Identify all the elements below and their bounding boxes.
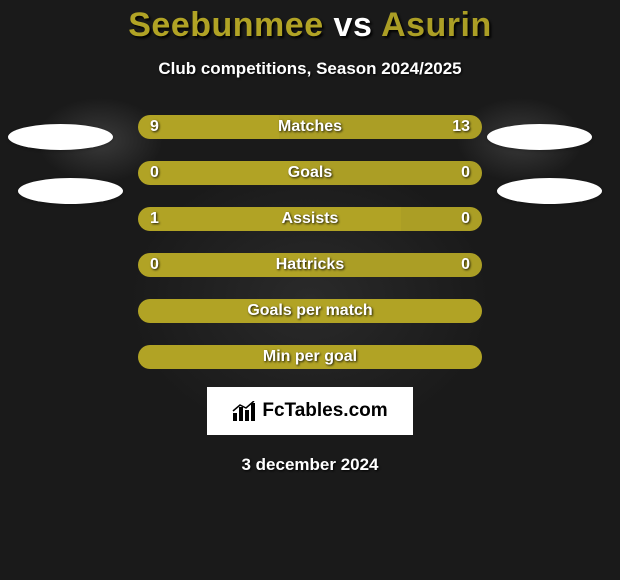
date: 3 december 2024 [241,455,378,475]
stat-bar-left [138,207,401,231]
stat-bar: Goals00 [138,161,482,185]
stat-bar: Goals per match [138,299,482,323]
stat-bar-left [138,161,310,185]
stat-value-right: 13 [452,115,470,139]
subtitle: Club competitions, Season 2024/2025 [158,59,461,79]
stat-value-right: 0 [461,207,470,231]
player2-name: Asurin [381,6,492,44]
stat-row: Min per goal [0,345,620,369]
stat-bar: Matches913 [138,115,482,139]
stat-bar: Min per goal [138,345,482,369]
stat-value-right: 0 [461,161,470,185]
stat-bar-fill [138,299,482,323]
stat-bar-fill [138,345,482,369]
stat-rows: Matches913Goals00Assists10Hattricks00Goa… [0,115,620,369]
stat-row: Goals00 [0,161,620,185]
stat-value-right: 0 [461,253,470,277]
player1-name: Seebunmee [128,6,323,44]
stat-row: Matches913 [0,115,620,139]
stat-value-left: 0 [150,161,159,185]
stat-bar-left [138,253,310,277]
title-vs: vs [324,6,381,44]
stat-value-left: 1 [150,207,159,231]
bar-chart-icon [232,401,258,421]
logo-text: FcTables.com [262,400,387,422]
logo: FcTables.com [207,387,413,435]
stat-row: Goals per match [0,299,620,323]
stat-bar-left [138,115,279,139]
stat-bar: Assists10 [138,207,482,231]
stat-bar-right [310,161,482,185]
stat-row: Assists10 [0,207,620,231]
stat-bar-right [310,253,482,277]
stat-value-left: 0 [150,253,159,277]
stat-value-left: 9 [150,115,159,139]
content: Seebunmee vs Asurin Club competitions, S… [0,0,620,580]
stat-row: Hattricks00 [0,253,620,277]
stat-bar: Hattricks00 [138,253,482,277]
comparison-title: Seebunmee vs Asurin [128,6,492,45]
